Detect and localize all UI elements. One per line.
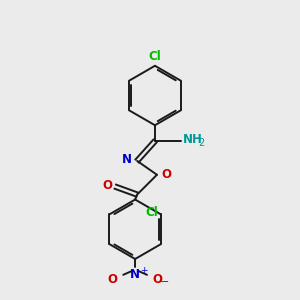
Text: 2: 2	[199, 138, 205, 148]
Text: NH: NH	[183, 133, 202, 146]
Text: O: O	[152, 273, 162, 286]
Text: N: N	[130, 268, 140, 281]
Text: O: O	[107, 273, 117, 286]
Text: O: O	[161, 168, 171, 181]
Text: −: −	[160, 277, 169, 287]
Text: +: +	[140, 266, 148, 275]
Text: Cl: Cl	[148, 50, 161, 63]
Text: Cl: Cl	[145, 206, 158, 219]
Text: N: N	[122, 153, 132, 167]
Text: O: O	[102, 179, 112, 192]
